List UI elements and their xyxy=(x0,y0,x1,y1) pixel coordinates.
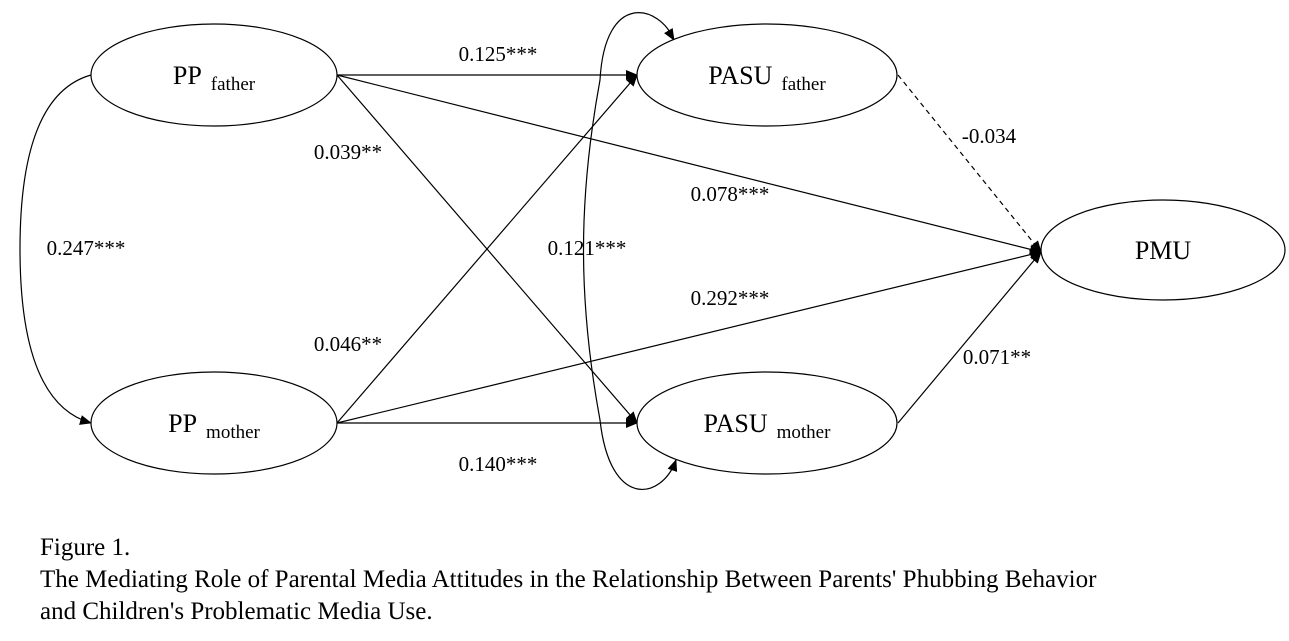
node-pp-father: PP father xyxy=(90,23,338,127)
figure-label: Figure 1. xyxy=(40,534,131,561)
path-ppf-to-pmu xyxy=(336,74,1042,255)
coef-ppm-pmu: 0.292*** xyxy=(691,286,770,310)
figure-caption: Figure 1. The Mediating Role of Parental… xyxy=(40,532,1280,628)
covariance-pp-arc xyxy=(19,67,103,425)
coef-ppf-pasum: 0.039** xyxy=(314,140,382,164)
coef-pasuf-pmu: -0.034 xyxy=(962,124,1017,148)
covariance-pasu-arc-start-head xyxy=(664,27,675,41)
coef-ppf-pasuf: 0.125*** xyxy=(459,42,538,66)
svg-text:PP father: PP father xyxy=(173,61,256,95)
path-ppm-to-pasuf xyxy=(336,74,638,424)
coef-ppm-pasuf: 0.046** xyxy=(314,332,382,356)
coef-ppf-pmu: 0.078*** xyxy=(691,182,770,206)
path-ppm-to-pmu xyxy=(336,249,1042,424)
pmu-label: PMU xyxy=(1135,236,1192,265)
node-pasu-father: PASU father xyxy=(636,23,898,127)
coef-cov-pp: 0.247*** xyxy=(47,236,126,260)
figure-title-line-2: and Children's Problematic Media Use. xyxy=(40,598,433,625)
figure-title-line-1: The Mediating Role of Parental Media Att… xyxy=(40,566,1097,593)
coef-cov-pasu: 0.121*** xyxy=(548,236,627,260)
pasu-father-main: PASU xyxy=(708,61,772,90)
path-pasuf-to-pmu xyxy=(897,74,1042,253)
svg-text:PASU mother: PASU mother xyxy=(704,409,832,443)
covariance-pasu-arc xyxy=(582,12,678,490)
pp-father-main: PP xyxy=(173,61,202,90)
pp-father-sub: father xyxy=(211,74,256,95)
node-pmu: PMU xyxy=(1040,199,1286,301)
coef-ppm-pasum: 0.140*** xyxy=(459,452,538,476)
pasu-mother-main: PASU xyxy=(704,409,768,438)
svg-text:PASU father: PASU father xyxy=(708,61,826,95)
path-diagram: PP father PP mother PASU father PASU mot… xyxy=(19,12,1286,490)
pp-mother-sub: mother xyxy=(206,422,260,443)
node-pp-mother: PP mother xyxy=(90,371,338,475)
pasu-father-sub: father xyxy=(781,74,826,95)
svg-text:PP mother: PP mother xyxy=(168,409,260,443)
path-pasum-to-pmu xyxy=(897,251,1042,424)
node-pasu-mother: PASU mother xyxy=(636,371,898,475)
pp-mother-main: PP xyxy=(168,409,197,438)
coef-pasum-pmu: 0.071** xyxy=(963,345,1031,369)
pasu-mother-sub: mother xyxy=(777,422,831,443)
